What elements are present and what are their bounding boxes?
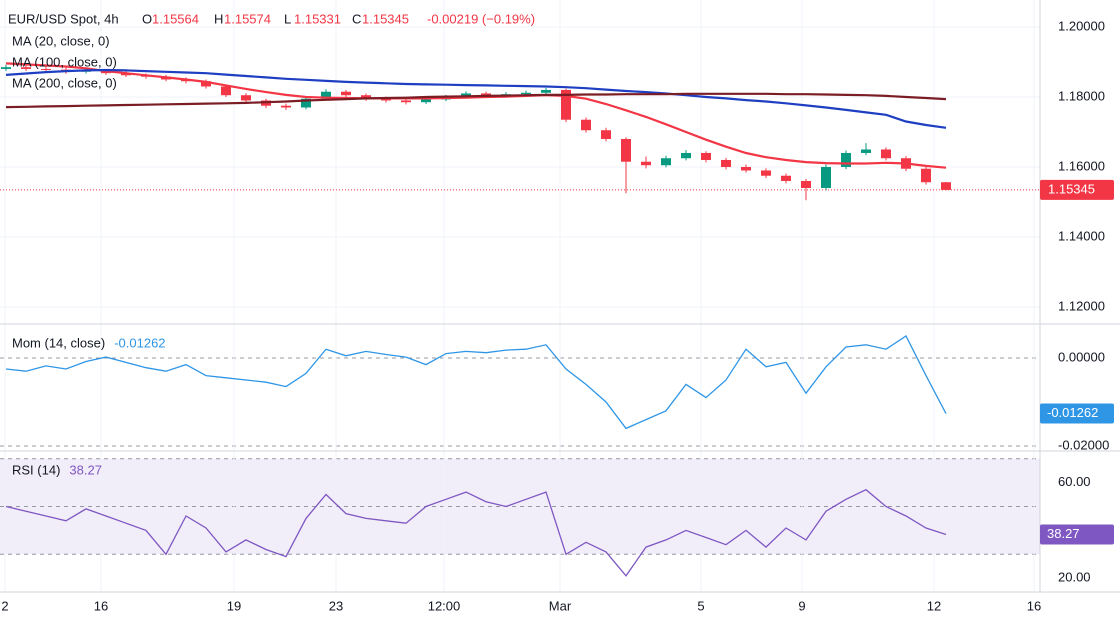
last-price-box <box>1040 179 1114 200</box>
candle-body <box>21 67 31 69</box>
y-tick-label: 20.00 <box>1058 570 1091 585</box>
candle-body <box>321 91 331 99</box>
candle-body <box>761 170 771 176</box>
x-tick-label: 23 <box>329 598 343 613</box>
candle-body <box>861 149 871 153</box>
candle-body <box>581 119 591 131</box>
candle-body <box>561 89 571 120</box>
ohlc-value: 1.15331 <box>294 11 341 26</box>
ohlc-label: O <box>142 11 152 26</box>
plot-area <box>0 62 1040 577</box>
indicator-axis-value: 38.27 <box>1047 526 1080 541</box>
y-tick-label: 1.12000 <box>1058 298 1105 313</box>
x-tick-label: 16 <box>94 598 108 613</box>
ohlc-value: 1.15574 <box>224 11 271 26</box>
candle-body <box>341 91 351 96</box>
candle-body <box>201 81 211 87</box>
indicator-value: 38.27 <box>69 462 102 477</box>
ohlc-value: 1.15564 <box>152 11 199 26</box>
candle-body <box>541 89 551 93</box>
candle-body <box>841 152 851 167</box>
indicator-axis-value: -0.01262 <box>1047 405 1098 420</box>
candle-body <box>241 95 251 101</box>
candle-body <box>781 175 791 181</box>
x-tick-label: 9 <box>798 598 805 613</box>
candle-body <box>521 92 531 95</box>
candle-body <box>801 180 811 188</box>
moving-average <box>5 62 947 169</box>
y-tick-label: 0.00000 <box>1058 349 1105 364</box>
y-tick-label: 1.18000 <box>1058 88 1105 103</box>
labels: 1.20000 1.18000 1.16000 1.14000 1.12000 MA (2… <box>1 11 1114 613</box>
change-label: -0.00219 (−0.19%) <box>427 11 535 26</box>
candle-body <box>881 149 891 159</box>
candle-body <box>481 93 491 96</box>
candle-body <box>621 138 631 162</box>
x-tick-label: 2 <box>1 598 8 613</box>
legend-entry: MA (20, close, 0) <box>12 33 110 48</box>
candle-body <box>661 158 671 166</box>
legend-entry: MA (100, close, 0) <box>12 54 117 69</box>
candle-body <box>701 152 711 160</box>
x-tick-label: 19 <box>227 598 241 613</box>
candle-body <box>301 98 311 108</box>
y-tick-label: 1.14000 <box>1058 228 1105 243</box>
moving-average <box>5 92 947 109</box>
y-tick-label: 60.00 <box>1058 474 1091 489</box>
candle-body <box>421 99 431 103</box>
candle-body <box>401 100 411 103</box>
last-price-label: 1.15345 <box>1048 181 1095 196</box>
x-tick-label: 12 <box>927 598 941 613</box>
x-tick-label: 12:00 <box>428 598 461 613</box>
candle-body <box>921 168 931 183</box>
y-tick-label: 1.16000 <box>1058 158 1105 173</box>
legend-entry: MA (200, close, 0) <box>12 75 117 90</box>
candle-body <box>821 166 831 188</box>
candle-body <box>721 159 731 167</box>
ohlc-label: H <box>214 11 223 26</box>
x-tick-label: 16 <box>1027 598 1041 613</box>
candle-body <box>681 152 691 159</box>
candle-body <box>0 67 11 69</box>
candle-body <box>361 95 371 99</box>
candle-body <box>281 105 291 108</box>
indicator-title: RSI (14) <box>12 462 60 477</box>
indicator-line <box>5 488 947 577</box>
indicator-value: -0.01262 <box>114 335 165 350</box>
ohlc-label: C <box>352 11 361 26</box>
ohlc-value: 1.15345 <box>362 11 409 26</box>
x-tick-label: Mar <box>549 598 572 613</box>
moving-average <box>5 68 947 129</box>
candle-body <box>941 182 951 190</box>
indicator-line <box>5 335 947 430</box>
candle-body <box>221 86 231 96</box>
candle-body <box>641 161 651 166</box>
candle-body <box>41 68 51 70</box>
y-tick-label: -0.02000 <box>1058 437 1109 452</box>
x-tick-label: 5 <box>697 598 704 613</box>
grid <box>0 0 1040 592</box>
ohlc-label: L <box>284 11 291 26</box>
candle-body <box>381 98 391 101</box>
y-tick-label: 1.20000 <box>1058 18 1105 33</box>
candle-body <box>741 166 751 171</box>
indicator-title: Mom (14, close) <box>12 335 105 350</box>
candle-body <box>601 130 611 139</box>
indicator-value-box <box>1040 524 1114 545</box>
chart-title: EUR/USD Spot, 4h <box>8 11 119 26</box>
indicator-value-box <box>1040 403 1114 424</box>
